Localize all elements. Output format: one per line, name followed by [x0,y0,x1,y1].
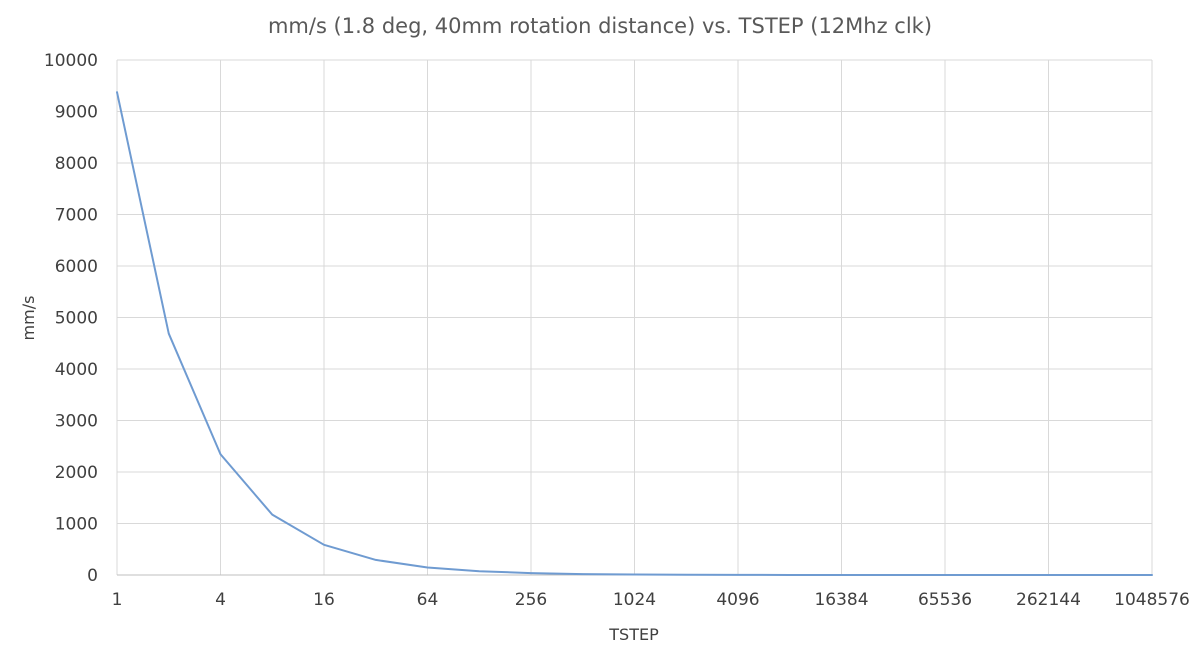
x-tick-label: 1048576 [1114,590,1190,610]
x-tick-label: 64 [417,590,439,610]
x-tick-label: 16384 [814,590,868,610]
gridlines [116,59,1153,575]
y-tick-label: 10000 [44,51,98,71]
x-tick-label: 4 [215,590,226,610]
y-tick-label: 9000 [55,103,98,123]
y-tick-label: 1000 [55,515,98,535]
y-tick-label: 4000 [55,360,98,380]
y-tick-labels: 0 1000 2000 3000 4000 5000 6000 7000 8000 9000 100… [44,51,98,586]
y-tick-label: 6000 [55,257,98,277]
x-tick-label: 4096 [716,590,759,610]
x-tick-label: 1 [112,590,123,610]
y-tick-label: 3000 [55,412,98,432]
x-tick-label: 262144 [1016,590,1081,610]
y-tick-label: 5000 [55,309,98,329]
y-tick-label: 0 [87,566,98,586]
y-tick-label: 8000 [55,154,98,174]
y-tick-label: 2000 [55,463,98,483]
x-tick-label: 16 [313,590,335,610]
chart-title: mm/s (1.8 deg, 40mm rotation distance) v… [268,14,932,38]
y-axis-title: mm/s [19,296,38,341]
x-tick-label: 256 [515,590,547,610]
x-tick-labels: 1 4 16 64 256 1024 4096 16384 65536 262144 1048576 [112,590,1190,610]
y-tick-label: 7000 [55,206,98,226]
series-line [116,91,1153,576]
x-tick-label: 65536 [918,590,972,610]
series-layer [116,91,1153,576]
x-axis-title: TSTEP [608,625,659,644]
x-tick-label: 1024 [613,590,656,610]
